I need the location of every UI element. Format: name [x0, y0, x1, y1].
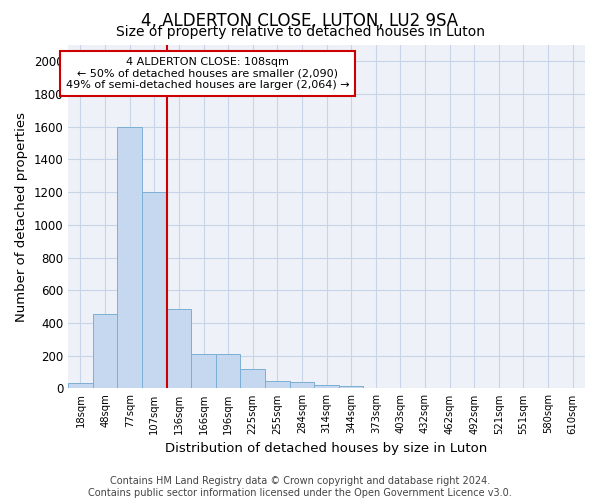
Bar — [167, 309, 191, 388]
Bar — [314, 385, 339, 388]
Y-axis label: Number of detached properties: Number of detached properties — [15, 112, 28, 322]
Bar — [68, 382, 93, 388]
Text: Contains HM Land Registry data © Crown copyright and database right 2024.
Contai: Contains HM Land Registry data © Crown c… — [88, 476, 512, 498]
Text: Size of property relative to detached houses in Luton: Size of property relative to detached ho… — [115, 25, 485, 39]
Bar — [191, 354, 216, 388]
Bar — [118, 127, 142, 388]
X-axis label: Distribution of detached houses by size in Luton: Distribution of detached houses by size … — [166, 442, 488, 455]
Bar — [93, 314, 118, 388]
Bar — [290, 382, 314, 388]
Text: 4 ALDERTON CLOSE: 108sqm
← 50% of detached houses are smaller (2,090)
49% of sem: 4 ALDERTON CLOSE: 108sqm ← 50% of detach… — [66, 57, 350, 90]
Text: 4, ALDERTON CLOSE, LUTON, LU2 9SA: 4, ALDERTON CLOSE, LUTON, LU2 9SA — [142, 12, 458, 30]
Bar — [265, 381, 290, 388]
Bar — [339, 386, 364, 388]
Bar — [241, 369, 265, 388]
Bar — [216, 354, 241, 388]
Bar — [142, 192, 167, 388]
